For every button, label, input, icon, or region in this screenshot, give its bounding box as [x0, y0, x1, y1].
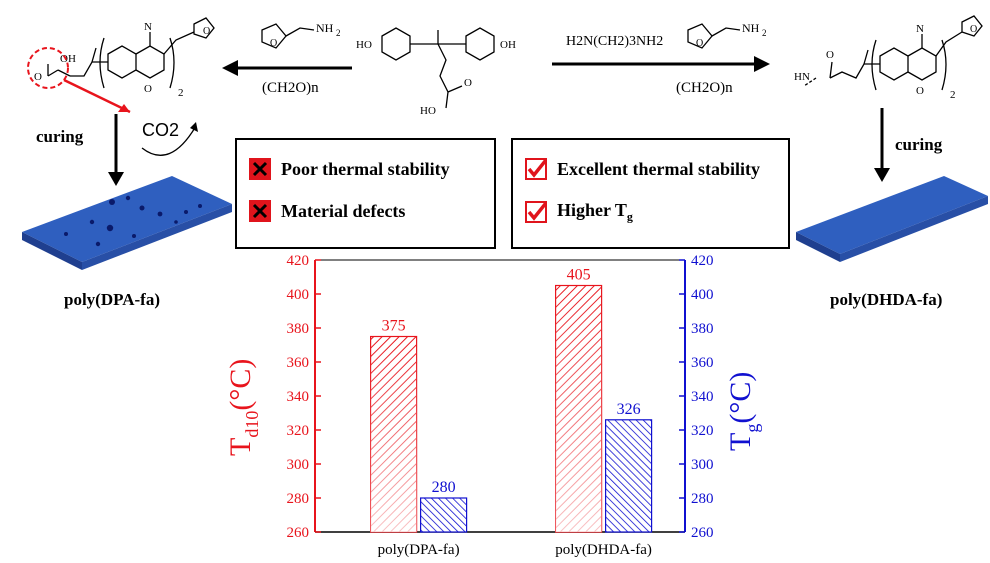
y-tick-label-left: 280: [287, 491, 310, 507]
slab-right: [796, 176, 988, 262]
co2-label: CO2: [142, 120, 180, 140]
n-label: N: [144, 21, 152, 33]
svg-text:2: 2: [762, 28, 767, 38]
svg-text:O: O: [916, 85, 924, 97]
svg-text:2: 2: [950, 89, 956, 101]
x-tick-label: poly(DPA-fa): [378, 542, 460, 558]
product-label-right: poly(DHDA-fa): [830, 290, 943, 309]
red-arrow: [63, 78, 131, 114]
data-label-td10: 375: [382, 318, 406, 335]
acid-highlight-circle: [27, 47, 69, 89]
x-tick-label: poly(DHDA-fa): [555, 542, 652, 558]
bar-td10-fade: [370, 336, 417, 532]
svg-text:HO: HO: [356, 39, 372, 51]
furan-o-label: O: [203, 26, 210, 37]
y-tick-label-right: 400: [691, 287, 714, 303]
svg-text:NH: NH: [316, 21, 334, 35]
y-tick-label-right: 320: [691, 423, 714, 439]
y-tick-label-right: 420: [691, 253, 714, 269]
svg-text:OH: OH: [500, 39, 516, 51]
y-tick-label-left: 380: [287, 321, 310, 337]
furfurylamine-left: [261, 23, 315, 49]
advantage-item: Excellent thermal stability: [525, 158, 760, 180]
drawbacks-box: Poor thermal stability Material defects: [235, 138, 496, 249]
y-tick-label-left: 400: [287, 287, 310, 303]
y-tick-label-right: 340: [691, 389, 714, 405]
reagent-right-top: H2N(CH2)3NH2: [566, 34, 664, 49]
svg-text:HO: HO: [420, 105, 436, 117]
y-tick-label-right: 280: [691, 491, 714, 507]
left-product-structure: [47, 17, 215, 89]
curing-label-left: curing: [36, 127, 84, 146]
reagent-right-bottom: (CH2O)n: [676, 80, 733, 96]
y-tick-label-right: 260: [691, 525, 714, 541]
diphenolic-acid-structure: [381, 27, 495, 109]
drawback-item: Poor thermal stability: [249, 158, 450, 180]
svg-text:2: 2: [336, 28, 341, 38]
furfurylamine-right: [687, 23, 741, 49]
o-ring-label: O: [144, 83, 152, 95]
subscript-2-left: 2: [178, 87, 184, 99]
data-label-tg: 326: [617, 401, 641, 418]
slab-left: [22, 176, 232, 270]
data-label-tg: 280: [432, 479, 456, 496]
x-icon: [249, 200, 271, 222]
bar-tg: [605, 419, 653, 533]
svg-text:O: O: [464, 77, 472, 89]
y-tick-label-left: 420: [287, 253, 310, 269]
svg-text:O: O: [696, 38, 703, 49]
advantage-label: Excellent thermal stability: [557, 158, 760, 179]
data-label-td10: 405: [567, 267, 591, 284]
svg-text:HN: HN: [794, 71, 810, 83]
drawback-label: Poor thermal stability: [281, 158, 450, 179]
check-icon: [525, 201, 547, 224]
o-label: O: [34, 71, 42, 83]
product-label-left: poly(DPA-fa): [64, 290, 160, 309]
y-tick-label-right: 380: [691, 321, 714, 337]
bar-td10-fade: [555, 285, 602, 532]
svg-text:O: O: [970, 24, 977, 35]
drawback-item: Material defects: [249, 200, 405, 222]
drawback-label: Material defects: [281, 200, 406, 221]
y-tick-label-left: 360: [287, 355, 310, 371]
curing-label-right: curing: [895, 135, 943, 154]
reagent-left-bottom: (CH2O)n: [262, 80, 319, 96]
y-axis-title-right: Tg(°C): [724, 372, 762, 451]
y-tick-label-left: 260: [287, 525, 310, 541]
y-tick-label-left: 340: [287, 389, 310, 405]
advantages-box: Excellent thermal stability Higher Tg: [511, 138, 790, 249]
svg-text:NH: NH: [742, 21, 760, 35]
svg-text:O: O: [826, 49, 834, 61]
x-icon: [249, 158, 271, 180]
advantage-label: Higher Tg: [557, 200, 633, 224]
y-axis-title-left: Td10(°C): [224, 359, 262, 456]
right-product-structure: [803, 15, 983, 91]
y-tick-label-right: 360: [691, 355, 714, 371]
bar-chart: 260 260 280 280 300 300 320 320 340 340 360 360 380 3…: [224, 253, 762, 558]
check-icon: [525, 158, 547, 180]
y-tick-label-right: 300: [691, 457, 714, 473]
svg-text:N: N: [916, 23, 924, 35]
y-tick-label-left: 320: [287, 423, 310, 439]
advantage-item: Higher Tg: [525, 200, 633, 225]
bar-tg: [420, 497, 468, 533]
y-tick-label-left: 300: [287, 457, 310, 473]
svg-text:O: O: [270, 38, 277, 49]
curved-arrow: [141, 125, 197, 156]
